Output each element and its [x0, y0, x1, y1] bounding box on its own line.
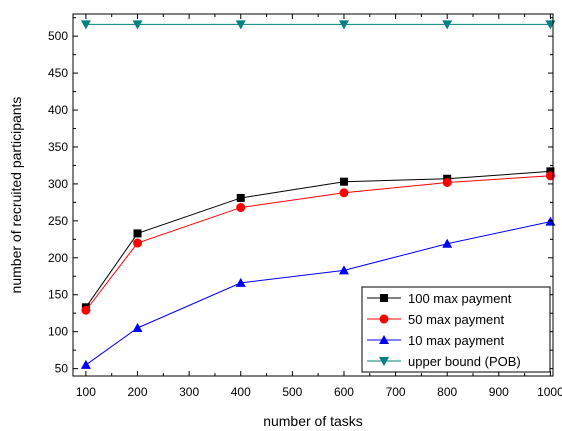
data-point — [80, 359, 91, 369]
plot-frame — [72, 13, 554, 377]
data-point — [235, 277, 246, 287]
y-tick-label: 100 — [48, 325, 68, 339]
data-point — [133, 238, 143, 248]
data-point — [133, 229, 142, 238]
data-point — [80, 20, 91, 30]
y-tick-label: 250 — [48, 214, 68, 228]
legend: 100 max payment 50 max payment 10 max paym… — [361, 286, 551, 373]
legend-label: 10 max payment — [408, 333, 504, 348]
y-tick-label: 200 — [48, 251, 68, 265]
data-point — [132, 20, 143, 30]
data-point — [236, 193, 245, 202]
legend-entry: upper bound (POB) — [367, 354, 521, 369]
x-tick-label: 900 — [489, 385, 509, 399]
data-point — [338, 20, 349, 30]
legend-entry: 50 max payment — [367, 312, 504, 327]
data-point — [81, 305, 91, 315]
x-tick-label: 300 — [179, 385, 199, 399]
y-tick-label: 450 — [48, 66, 68, 80]
y-tick-label: 300 — [48, 177, 68, 191]
series-4 — [80, 20, 556, 30]
legend-label: 100 max payment — [408, 291, 512, 306]
y-tick-label: 350 — [48, 140, 68, 154]
legend-swatch-marker — [379, 314, 389, 324]
legend-entry: 100 max payment — [367, 291, 512, 306]
legend-swatch-marker — [380, 294, 388, 302]
data-point — [339, 177, 348, 186]
x-tick-label: 400 — [231, 385, 251, 399]
y-tick-label: 500 — [48, 29, 68, 43]
x-tick-label: 600 — [334, 385, 354, 399]
x-tick-label: 200 — [128, 385, 148, 399]
legend-swatch-marker — [379, 335, 389, 344]
x-tick-label: 1000 — [537, 385, 562, 399]
x-tick-label: 700 — [386, 385, 406, 399]
y-tick-label: 150 — [48, 288, 68, 302]
x-axis-title: number of tasks — [263, 413, 363, 429]
y-tick-label: 50 — [55, 362, 69, 376]
data-point — [545, 171, 555, 181]
data-point — [442, 20, 453, 30]
ticks-layer: 100 200 300 400 500 600 700 800 900 1000 50 100 150 2… — [48, 14, 562, 399]
data-point — [132, 322, 143, 332]
legend-swatch-marker — [379, 357, 389, 366]
data-point — [338, 265, 349, 275]
y-axis-title: number of recruited participants — [8, 97, 24, 294]
y-tick-label: 400 — [48, 103, 68, 117]
data-point — [236, 203, 246, 213]
legend-box — [361, 286, 551, 373]
data-point — [235, 20, 246, 30]
x-tick-label: 100 — [76, 385, 96, 399]
series-line — [85, 175, 551, 311]
data-point — [339, 188, 349, 198]
legend-label: 50 max payment — [408, 312, 504, 327]
legend-entry: 10 max payment — [367, 333, 504, 348]
x-tick-label: 800 — [437, 385, 457, 399]
x-tick-label: 500 — [282, 385, 302, 399]
data-point — [442, 238, 453, 248]
legend-label: upper bound (POB) — [408, 354, 521, 369]
series-line — [85, 170, 551, 308]
series-line — [85, 221, 551, 366]
data-point — [442, 177, 452, 187]
